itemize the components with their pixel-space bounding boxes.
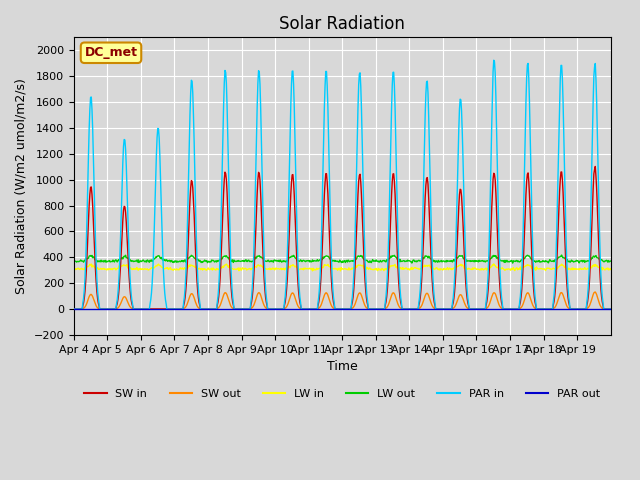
Title: Solar Radiation: Solar Radiation [279,15,405,33]
X-axis label: Time: Time [327,360,358,373]
Y-axis label: Solar Radiation (W/m2 umol/m2/s): Solar Radiation (W/m2 umol/m2/s) [15,78,28,294]
Text: DC_met: DC_met [84,46,138,59]
Legend: SW in, SW out, LW in, LW out, PAR in, PAR out: SW in, SW out, LW in, LW out, PAR in, PA… [80,385,605,404]
